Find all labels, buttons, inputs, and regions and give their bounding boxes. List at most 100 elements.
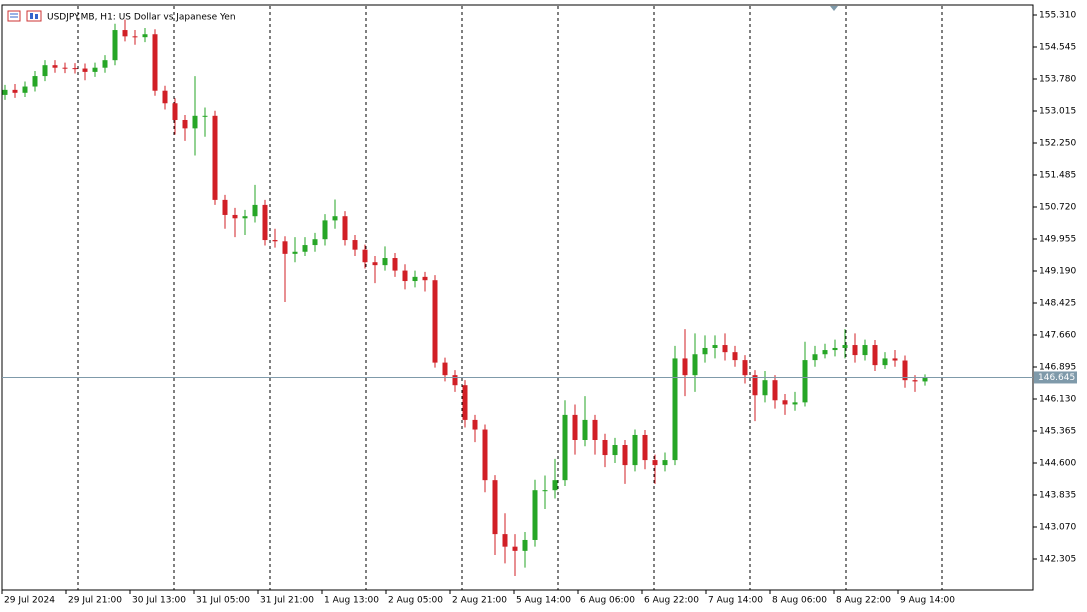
candle-body — [822, 350, 828, 355]
y-tick-label: 146.130 — [1039, 395, 1076, 405]
candle-body — [492, 480, 498, 535]
candle-body — [852, 345, 858, 356]
candle-body — [152, 34, 158, 91]
candle-body — [532, 490, 538, 540]
x-tick-label: 1 Aug 13:00 — [324, 596, 379, 606]
candle-body — [622, 445, 628, 466]
candle-body — [612, 445, 618, 456]
x-tick-label: 30 Jul 13:00 — [132, 596, 186, 606]
candle-body — [812, 354, 818, 361]
x-tick-label: 7 Aug 14:00 — [708, 596, 763, 606]
y-tick-label: 144.600 — [1039, 459, 1076, 469]
y-tick-label: 155.310 — [1039, 10, 1076, 20]
icon-chart[interactable] — [26, 10, 42, 22]
candle-body — [12, 89, 18, 93]
x-tick-label: 9 Aug 14:00 — [900, 596, 955, 606]
candle-body — [842, 345, 848, 348]
candle-body — [862, 345, 868, 356]
y-tick-label: 152.250 — [1039, 138, 1076, 148]
candle-body — [182, 119, 188, 129]
candle-body — [432, 280, 438, 363]
candle-body — [802, 360, 808, 403]
candle-body — [722, 345, 728, 353]
x-tick-label: 31 Jul 21:00 — [260, 596, 314, 606]
candle-body — [102, 60, 108, 68]
candle-body — [572, 414, 578, 440]
candle-body — [2, 89, 8, 95]
candle-body — [172, 103, 178, 120]
candle-body — [252, 204, 258, 217]
candle-body — [262, 204, 268, 241]
y-tick-label: 149.955 — [1039, 235, 1076, 245]
candle-body — [442, 362, 448, 376]
candle-body — [692, 354, 698, 376]
candle-body — [312, 239, 318, 246]
candle-body — [402, 270, 408, 282]
x-tick-label: 2 Aug 21:00 — [452, 596, 507, 606]
candle-body — [602, 439, 608, 456]
candle-body — [62, 67, 68, 69]
y-tick-label: 150.720 — [1039, 202, 1076, 212]
candle-body — [682, 358, 688, 376]
candle-body — [232, 214, 238, 219]
candle-body — [162, 90, 168, 104]
candle-body — [52, 65, 58, 68]
candle-body — [302, 245, 308, 252]
candle-body — [752, 375, 758, 396]
candle-body — [632, 434, 638, 466]
candle-body — [552, 480, 558, 491]
candle-body — [872, 345, 878, 366]
candle-body — [282, 241, 288, 254]
candle-body — [762, 380, 768, 396]
icon-bar — [30, 13, 33, 19]
candle-body — [392, 258, 398, 271]
candle-body — [782, 400, 788, 405]
candle-body — [362, 249, 368, 263]
y-tick-label: 153.015 — [1039, 106, 1076, 116]
candle-body — [292, 251, 298, 254]
candle-body — [772, 380, 778, 401]
chart-title: USDJPY.MB, H1: US Dollar vs Japanese Yen — [47, 13, 236, 23]
candle-body — [662, 460, 668, 466]
candle-body — [242, 216, 248, 219]
candle-body — [592, 419, 598, 440]
candle-body — [82, 68, 88, 72]
plot-frame — [1, 4, 1034, 591]
candle-body — [912, 380, 918, 382]
candle-body — [122, 30, 128, 37]
candle-body — [712, 345, 718, 348]
candle-body — [502, 534, 508, 547]
candle-body — [212, 115, 218, 200]
y-tick-label: 151.485 — [1039, 170, 1076, 180]
y-tick-label: 146.895 — [1039, 363, 1076, 373]
candle-body — [832, 347, 838, 351]
candle-body — [332, 216, 338, 221]
candle-body — [702, 347, 708, 355]
candle-body — [32, 76, 38, 87]
y-tick-label: 149.190 — [1039, 267, 1076, 277]
candle-body — [882, 358, 888, 366]
candle-body — [512, 546, 518, 551]
icon-bar — [35, 14, 38, 19]
y-tick-label: 153.780 — [1039, 74, 1076, 84]
candle-body — [652, 460, 658, 466]
candle-body — [202, 115, 208, 117]
icon-list[interactable] — [7, 10, 21, 22]
candle-body — [352, 240, 358, 250]
x-tick-label: 8 Aug 06:00 — [772, 596, 827, 606]
x-tick-label: 5 Aug 14:00 — [516, 596, 571, 606]
candle-body — [132, 36, 138, 38]
y-tick-label: 143.070 — [1039, 523, 1076, 533]
shift-marker[interactable] — [830, 6, 838, 11]
candle-body — [342, 216, 348, 241]
x-tick-label: 31 Jul 05:00 — [196, 596, 250, 606]
candle-body — [792, 402, 798, 405]
candle-body — [112, 30, 118, 61]
candle-body — [272, 240, 278, 242]
candle-body — [902, 360, 908, 381]
candle-body — [322, 220, 328, 240]
candle-body — [452, 375, 458, 386]
last-price-label: 146.645 — [1038, 373, 1075, 383]
candle-body — [482, 429, 488, 481]
